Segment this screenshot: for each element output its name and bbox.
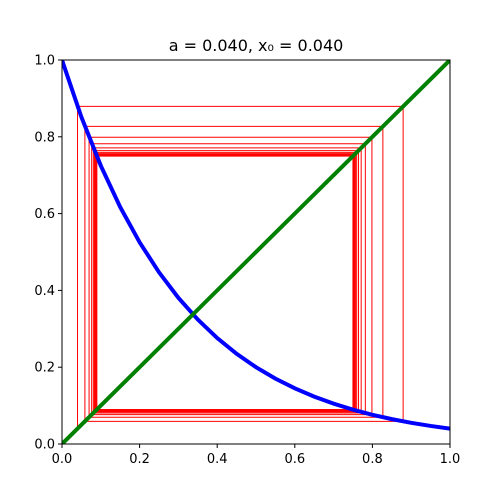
y-tick-label: 0.8 xyxy=(34,130,55,145)
x-tick-label: 0.8 xyxy=(362,452,383,467)
line-series xyxy=(62,60,450,444)
line-series xyxy=(62,60,450,431)
y-tick-label: 0.4 xyxy=(34,284,55,299)
x-tick-label: 1.0 xyxy=(440,452,461,467)
plot-frame xyxy=(61,59,451,445)
y-tick-label: 1.0 xyxy=(34,54,55,69)
y-tick-label: 0.0 xyxy=(34,438,55,453)
x-tick-label: 0.6 xyxy=(284,452,305,467)
x-tick-label: 0.0 xyxy=(52,452,73,467)
x-tick-label: 0.4 xyxy=(207,452,228,467)
chart-title: a = 0.040, x₀ = 0.040 xyxy=(169,36,344,55)
y-tick-label: 0.2 xyxy=(34,361,55,376)
x-tick-label: 0.2 xyxy=(129,452,150,467)
y-tick-label: 0.6 xyxy=(34,207,55,222)
